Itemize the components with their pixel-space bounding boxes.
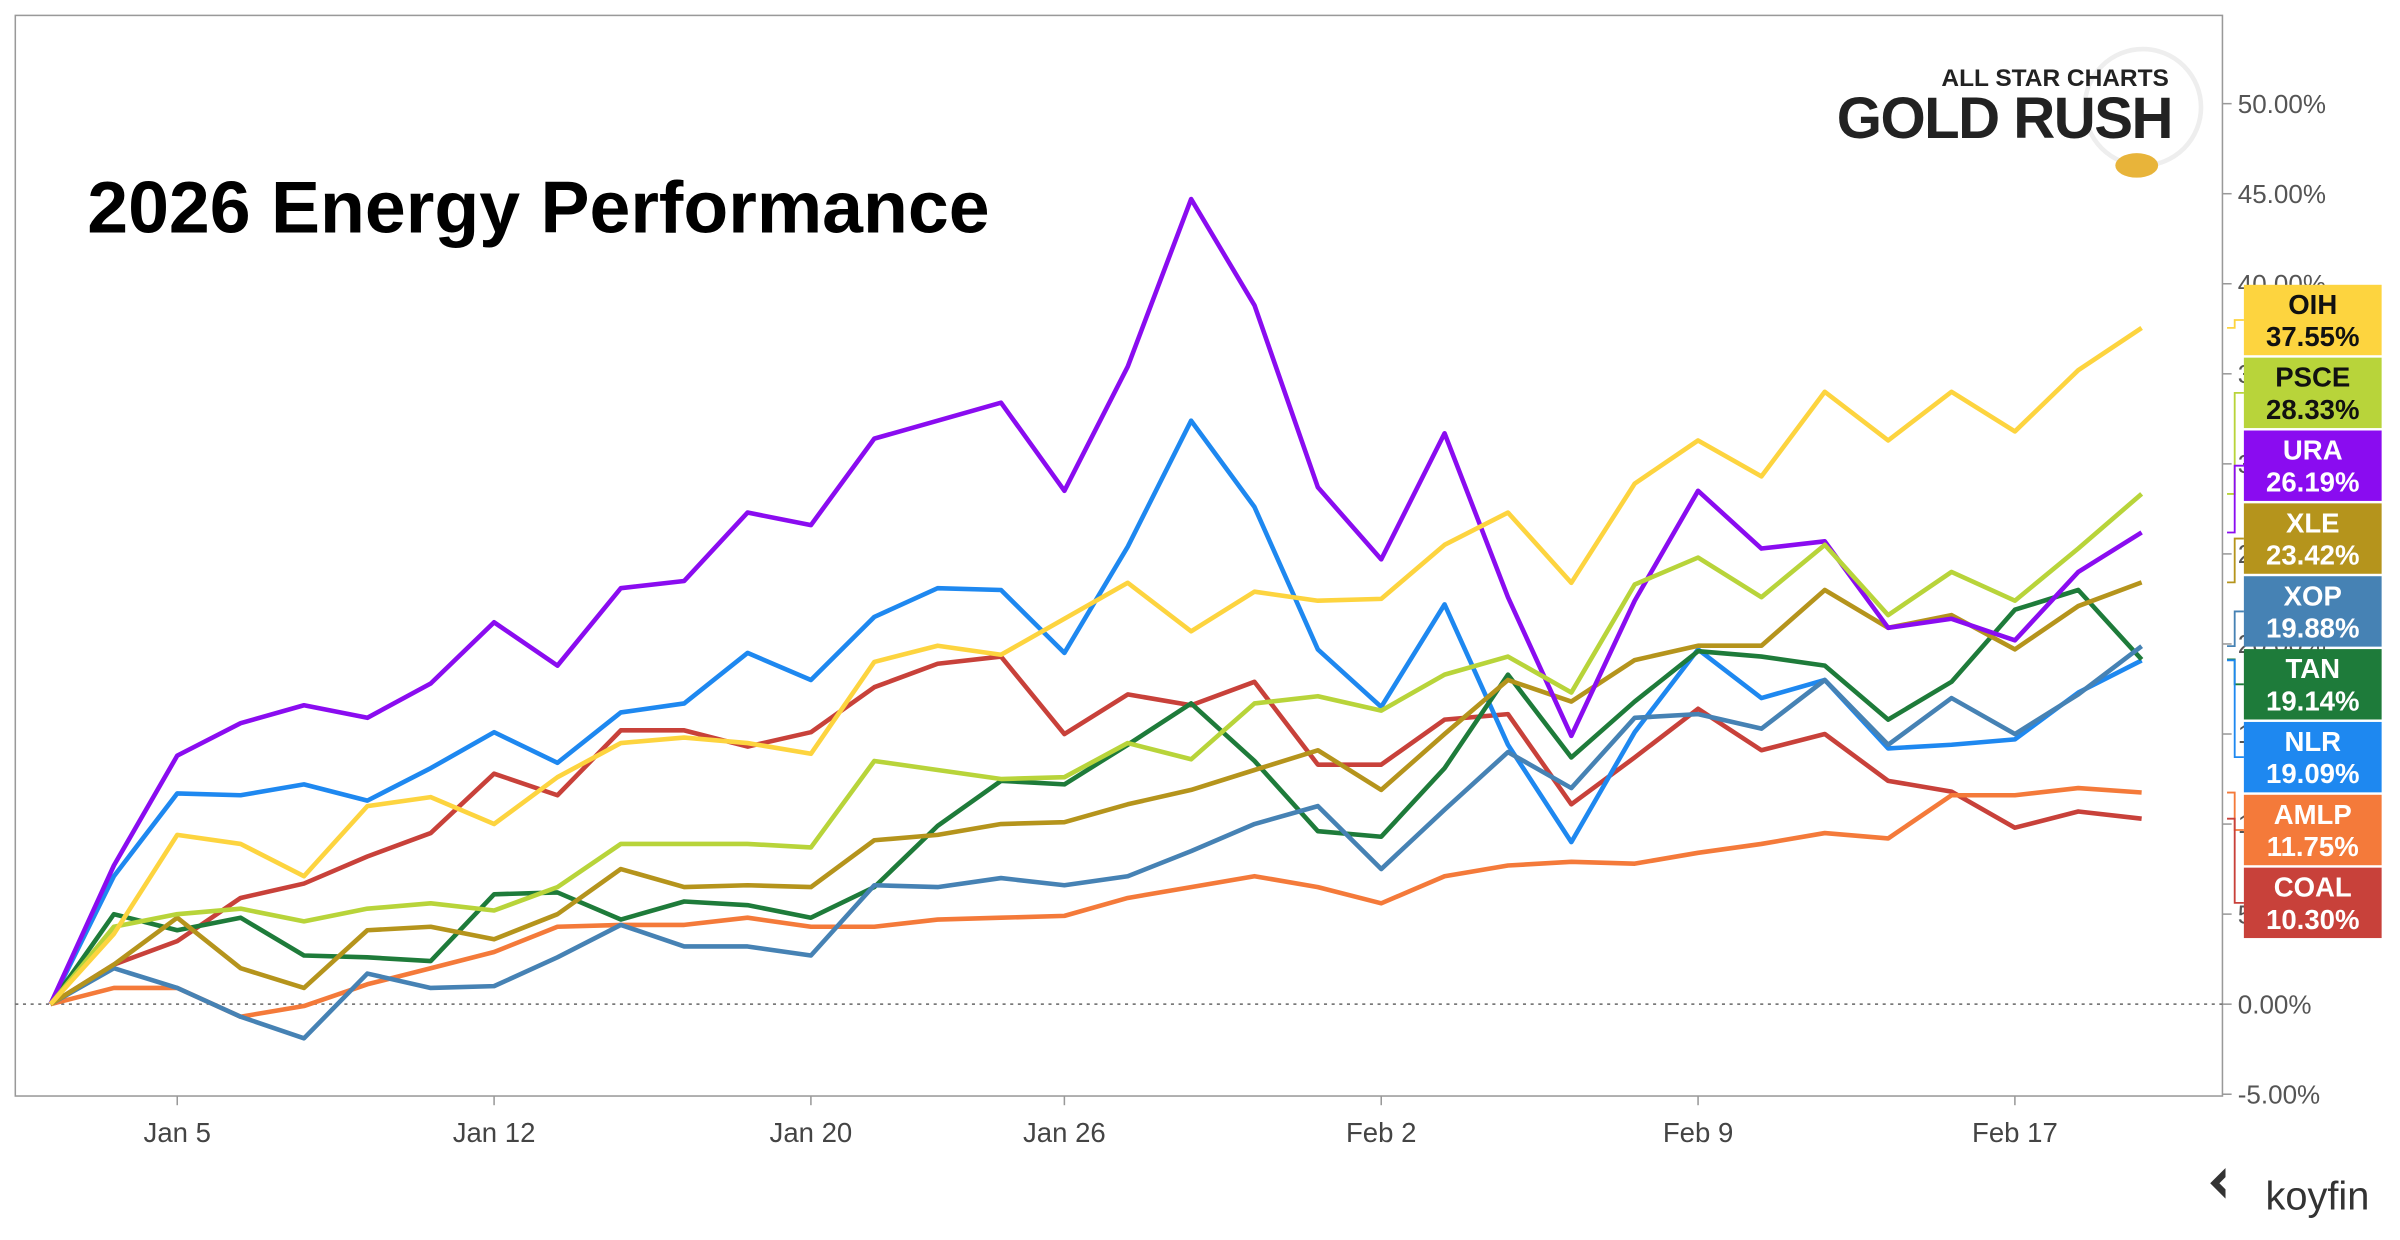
y-tick-label: 0.00%: [2238, 989, 2312, 1019]
y-tick-label: -5.00%: [2238, 1079, 2320, 1109]
x-tick-label: Jan 5: [144, 1117, 211, 1148]
chart-title: 2026 Energy Performance: [87, 166, 989, 249]
series-line: [48, 587, 2144, 1006]
label-leader: [2227, 391, 2244, 495]
label-leader: [2227, 319, 2244, 329]
x-tick-label: Jan 26: [1023, 1117, 1106, 1148]
series-line: [49, 644, 2144, 1041]
y-tick-label: 50.00%: [2238, 89, 2326, 119]
x-tick-label: Jan 12: [453, 1117, 536, 1148]
source-icon: [2210, 1167, 2226, 1199]
label-leader: [2227, 659, 2244, 759]
end-label-box: [2243, 357, 2382, 429]
legend-name: AMLP: [2274, 799, 2352, 830]
end-label-box: [2243, 503, 2382, 574]
end-label: 28.33%: [2266, 394, 2359, 425]
end-label: 19.09%: [2266, 758, 2359, 789]
plot-frame: [14, 14, 2224, 1097]
legend-name: TAN: [2285, 653, 2340, 684]
end-label-box: [2243, 649, 2382, 720]
series-line: [48, 492, 2144, 1006]
end-label: 23.42%: [2266, 540, 2359, 571]
series-line: [49, 580, 2143, 1007]
label-leader: [2227, 817, 2244, 904]
legend-name: XOP: [2284, 580, 2342, 611]
logo-nugget: [2115, 153, 2159, 178]
end-label: 37.55%: [2266, 321, 2359, 352]
y-tick-label: 45.00%: [2238, 179, 2326, 209]
source-logo: koyfin: [2265, 1174, 2369, 1218]
x-tick-label: Feb 17: [1972, 1117, 2058, 1148]
end-label-box: [2243, 284, 2382, 356]
legend-name: XLE: [2286, 507, 2340, 538]
label-leader: [2227, 464, 2244, 534]
end-label: 10.30%: [2266, 904, 2359, 935]
label-leader: [2227, 610, 2244, 648]
end-label-box: [2243, 576, 2382, 647]
label-leader: [2227, 791, 2244, 831]
logo-main: GOLD RUSH: [1837, 86, 2172, 151]
x-tick-label: Feb 2: [1346, 1117, 1416, 1148]
logo-top: ALL STAR CHARTS: [1941, 65, 2168, 92]
legend-name: URA: [2283, 435, 2343, 466]
legend-name: COAL: [2274, 872, 2352, 903]
x-tick-label: Feb 9: [1663, 1117, 1733, 1148]
end-label: 19.14%: [2266, 685, 2359, 716]
legend-name: PSCE: [2275, 362, 2350, 393]
legend-name: OIH: [2288, 289, 2337, 320]
series-line: [49, 785, 2142, 1020]
x-tick-label: Jan 20: [770, 1117, 853, 1148]
end-label-box: [2243, 430, 2382, 501]
series-line: [49, 654, 2142, 1007]
end-label: 19.88%: [2266, 612, 2359, 643]
end-label: 11.75%: [2267, 831, 2359, 862]
series-line: [48, 196, 2143, 1006]
label-leader: [2227, 537, 2244, 584]
end-label: 26.19%: [2266, 467, 2359, 498]
end-label-box: [2243, 867, 2382, 939]
end-label-box: [2243, 721, 2382, 793]
end-label-box: [2243, 794, 2382, 866]
legend-name: NLR: [2284, 726, 2341, 757]
series-line: [48, 326, 2143, 1006]
